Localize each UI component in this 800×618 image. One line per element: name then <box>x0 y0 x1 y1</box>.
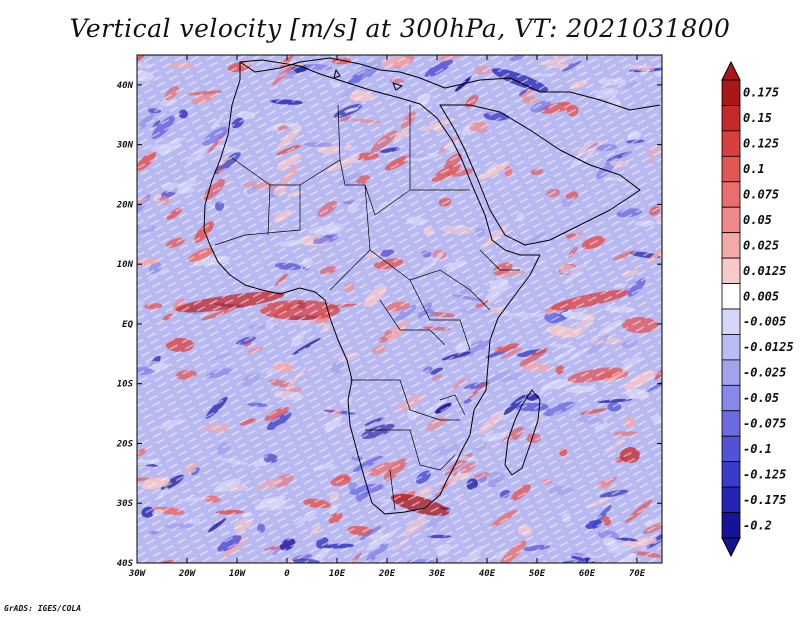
colorbar-max-arrow <box>721 60 741 81</box>
chart-title: Vertical velocity [m/s] at 300hPa, VT: 2… <box>69 14 731 43</box>
colorbar-label: -0.2 <box>743 518 772 532</box>
colorbar-label: -0.075 <box>743 417 786 431</box>
lon-tick-label: 40E <box>479 569 496 579</box>
colorbar: 0.175 0.15 0.125 0.1 0.075 0.05 0.025 0.0125 0.0… <box>721 60 794 558</box>
colorbar-swatch <box>721 232 741 259</box>
colorbar-swatch <box>721 155 741 183</box>
colorbar-label: -0.1 <box>743 442 772 456</box>
lon-tick-label: 10W <box>229 569 247 579</box>
lat-tick-label: 10S <box>117 380 134 390</box>
lon-tick-label: 70E <box>629 569 646 579</box>
colorbar-swatch <box>721 308 741 335</box>
colorbar-swatch <box>721 181 741 208</box>
colorbar-label: 0.0125 <box>743 264 786 278</box>
mediterranean-islands <box>333 69 403 91</box>
colorbar-swatch <box>721 334 741 361</box>
lat-tick-label: EQ <box>122 320 133 330</box>
colorbar-swatch <box>721 130 741 157</box>
colorbar-swatch <box>721 105 741 132</box>
colorbar-label: -0.05 <box>743 391 779 405</box>
colorbar-label: 0.025 <box>743 238 779 252</box>
lon-tick-label: 20E <box>378 569 396 579</box>
lon-tick-label: 20W <box>178 569 197 579</box>
colorbar-label: 0.15 <box>743 111 772 125</box>
lon-tick-label: 60E <box>579 569 596 579</box>
coastlines <box>203 57 661 515</box>
colorbar-label: 0.1 <box>743 162 765 176</box>
colorbar-label: 0.175 <box>743 86 779 100</box>
lat-tick-label: 20N <box>116 200 134 210</box>
field-texture <box>137 55 662 563</box>
colorbar-label: 0.075 <box>743 188 779 202</box>
madagascar-coastline <box>504 389 541 476</box>
lat-tick-label: 30S <box>116 499 134 509</box>
colorbar-swatch <box>721 206 741 234</box>
lat-tick-label: 20S <box>116 439 134 449</box>
europe-coastline <box>239 57 661 111</box>
colorbar-swatch <box>721 461 741 488</box>
lat-tick-label: 30N <box>116 141 134 151</box>
colorbar-label: -0.005 <box>743 315 786 329</box>
lat-tick-label: 40S <box>117 559 134 569</box>
colorbar-swatch <box>721 512 741 539</box>
lon-tick-label: 30W <box>128 569 147 579</box>
africa-coastline <box>203 59 541 515</box>
colorbar-label: -0.025 <box>743 366 786 380</box>
colorbar-swatch <box>721 283 741 310</box>
plot-frame <box>136 54 663 564</box>
colorbar-label: 0.005 <box>743 289 779 303</box>
colorbar-swatch <box>721 359 741 386</box>
border-lines <box>214 104 520 511</box>
axis-ticks <box>136 55 662 564</box>
longitude-axis: 30W 20W 10W 0 10E 20E 30E 40E 50E 60E 70E <box>128 569 646 579</box>
velocity-field <box>137 55 662 563</box>
colorbar-swatch <box>721 410 741 437</box>
lon-tick-label: 0 <box>284 569 290 579</box>
lon-tick-label: 50E <box>529 569 546 579</box>
colorbar-swatch <box>721 435 741 463</box>
colorbar-swatch <box>721 384 741 412</box>
colorbar-label: -0.175 <box>743 493 786 507</box>
lon-tick-label: 10E <box>329 569 346 579</box>
lat-tick-label: 10N <box>117 260 134 270</box>
latitude-axis: 40N 30N 20N 10N EQ 10S 20S 30S 40S <box>116 81 134 569</box>
colorbar-swatch <box>721 257 741 284</box>
credit-label: GrADS: IGES/COLA <box>4 604 82 613</box>
country-borders <box>214 104 520 511</box>
arabia-coastline <box>439 104 641 246</box>
colorbar-swatch <box>721 486 741 513</box>
colorbar-swatch <box>721 79 741 106</box>
colorbar-label: 0.125 <box>743 137 779 151</box>
lon-tick-label: 30E <box>428 569 446 579</box>
colorbar-label: -0.125 <box>743 467 786 481</box>
colorbar-label: 0.05 <box>743 213 772 227</box>
colorbar-min-arrow <box>721 537 741 558</box>
colorbar-label: -0.0125 <box>743 340 794 354</box>
lat-tick-label: 40N <box>117 81 134 91</box>
